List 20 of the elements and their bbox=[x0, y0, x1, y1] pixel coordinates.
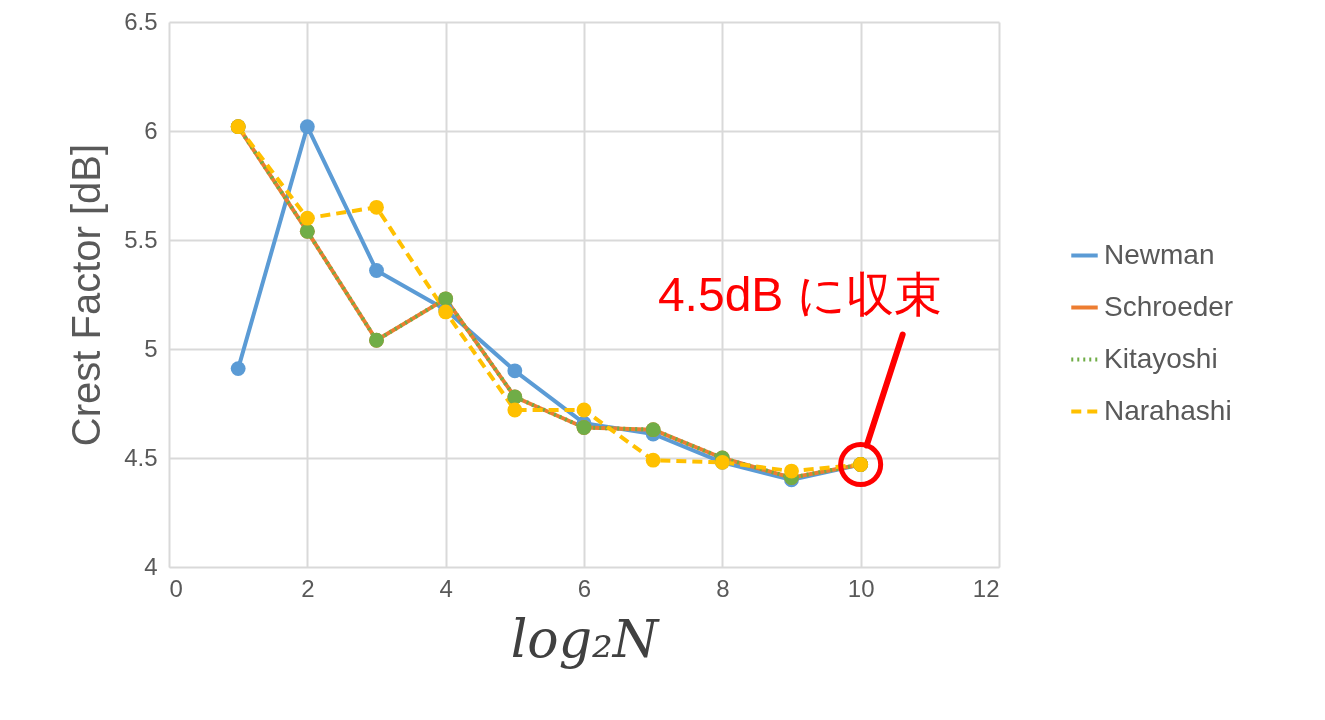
x-tick-label: 6 bbox=[577, 574, 592, 602]
x-tick-label: 0 bbox=[169, 574, 183, 602]
annotation: 4.5dB に収束 bbox=[657, 268, 942, 322]
y-tick-label: 4 bbox=[144, 552, 158, 580]
y-tick-label: 5 bbox=[144, 334, 158, 362]
x-axis-title: log₂N bbox=[510, 608, 660, 669]
legend-label: Kitayoshi bbox=[1104, 342, 1218, 374]
x-tick-label: 10 bbox=[847, 574, 875, 602]
y-tick-label: 5.5 bbox=[124, 225, 158, 253]
y-axis-title: Crest Factor [dB] bbox=[64, 143, 109, 447]
y-tick-label: 4.5 bbox=[124, 443, 158, 471]
x-tick-label: 2 bbox=[301, 574, 315, 602]
x-tick-label: 12 bbox=[972, 574, 1000, 602]
x-tick-label: 8 bbox=[716, 574, 730, 602]
legend-label: Schroeder bbox=[1104, 290, 1234, 322]
y-tick-label: 6 bbox=[144, 116, 158, 144]
y-tick-label: 6.5 bbox=[124, 7, 158, 35]
x-tick-label: 4 bbox=[439, 574, 453, 602]
legend-label: Newman bbox=[1104, 238, 1215, 270]
legend-label: Narahashi bbox=[1104, 394, 1232, 426]
